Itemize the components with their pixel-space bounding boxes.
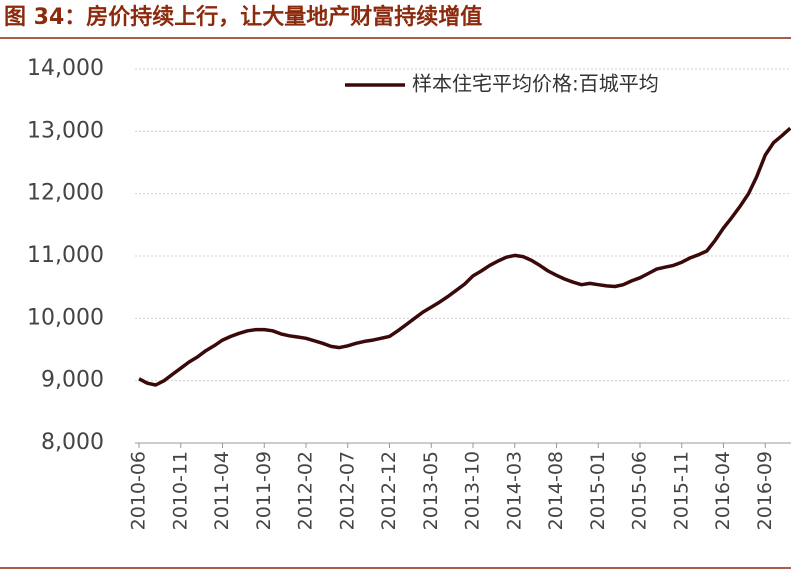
x-tick-label: 2012-07 (336, 451, 358, 530)
x-tick-label: 2012-02 (295, 451, 317, 530)
x-tick-label: 2015-01 (587, 451, 609, 530)
y-tick-label: 14,000 (27, 56, 104, 81)
x-tick-label: 2014-08 (545, 451, 567, 530)
legend-label: 样本住宅平均价格:百城平均 (412, 72, 659, 96)
x-tick-label: 2013-10 (462, 451, 484, 530)
y-tick-label: 9,000 (41, 368, 104, 393)
x-tick-label: 2010-06 (128, 451, 150, 530)
x-tick-label: 2015-06 (629, 451, 651, 530)
y-tick-label: 13,000 (27, 118, 104, 143)
chart-title: 图 34：房价持续上行，让大量地产财富持续增值 (4, 4, 482, 30)
x-tick-label: 2016-04 (712, 451, 734, 530)
x-tick-label: 2011-09 (253, 451, 275, 530)
data-line (138, 126, 791, 387)
y-tick-label: 12,000 (27, 181, 104, 206)
x-tick-label: 2010-11 (169, 451, 191, 530)
y-tick-label: 8,000 (41, 430, 104, 455)
x-tick-label: 2015-11 (670, 451, 692, 530)
x-tick-label: 2016-09 (754, 451, 776, 530)
y-tick-label: 11,000 (27, 243, 104, 268)
x-tick-label: 2013-05 (420, 451, 442, 530)
x-tick-label: 2012-12 (378, 451, 400, 530)
x-tick-label: 2011-04 (211, 451, 233, 530)
y-tick-label: 10,000 (27, 305, 104, 330)
x-tick-label: 2014-03 (503, 451, 525, 530)
